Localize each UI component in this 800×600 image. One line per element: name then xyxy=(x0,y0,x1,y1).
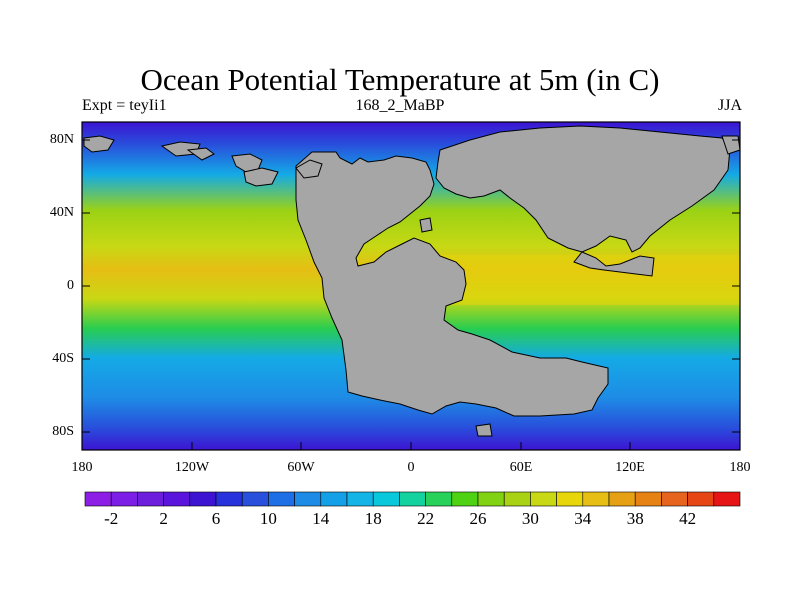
lon-ticks xyxy=(81,442,741,450)
colorbar-cell xyxy=(661,491,688,507)
colorbar-cell xyxy=(477,491,505,507)
lon-label: 60E xyxy=(509,460,533,475)
tethys-island xyxy=(419,217,433,233)
colorbar-cell xyxy=(137,491,164,507)
colorbar-cell xyxy=(451,491,479,507)
colorbar-label: 22 xyxy=(417,509,435,528)
colorbar-label: 26 xyxy=(469,509,487,528)
arctic-island-2 xyxy=(186,147,215,161)
colorbar-cell xyxy=(530,491,557,507)
colorbar-cell xyxy=(241,491,269,507)
colorbar-cell xyxy=(582,491,610,507)
laurasia-east-landmass xyxy=(435,125,731,253)
colorbar-cell xyxy=(84,491,112,507)
time-label: 168_2_MaBP xyxy=(355,97,445,114)
colorbar-label: 34 xyxy=(574,509,592,528)
colorbar-cell xyxy=(215,491,243,507)
land-group xyxy=(83,125,741,437)
lon-label: 60W xyxy=(287,460,315,475)
map-title: Ocean Potential Temperature at 5m (in C) xyxy=(140,62,660,97)
colorbar-cell xyxy=(503,491,531,507)
lon-label: 120W xyxy=(174,460,210,475)
colorbar xyxy=(84,491,741,507)
colorbar-cell xyxy=(687,491,715,507)
pangaea-west-landmass xyxy=(295,151,609,417)
season-label: JJA xyxy=(717,97,742,114)
lat-ticks xyxy=(82,139,740,433)
asia-peninsula xyxy=(573,251,655,277)
lat-label: 80S xyxy=(52,424,74,439)
lat-label: 0 xyxy=(67,278,74,293)
colorbar-label: -2 xyxy=(104,509,119,528)
colorbar-label: 42 xyxy=(679,509,697,528)
north-america-island-2 xyxy=(243,167,279,187)
colorbar-label: 10 xyxy=(259,509,277,528)
north-america-island-3 xyxy=(295,159,323,179)
colorbar-cell xyxy=(713,491,741,507)
lat-label: 80N xyxy=(49,132,74,147)
lat-label: 40N xyxy=(49,205,74,220)
colorbar-cell xyxy=(556,491,584,507)
colorbar-cell xyxy=(372,491,400,507)
south-pole-islet xyxy=(475,423,493,437)
experiment-label: Expt = teyIi1 xyxy=(82,97,167,114)
lon-label: 180 xyxy=(71,460,93,475)
colorbar-cell xyxy=(425,491,453,507)
colorbar-cell xyxy=(110,491,138,507)
colorbar-cell xyxy=(268,491,295,507)
colorbar-cell xyxy=(346,491,374,507)
colorbar-cell xyxy=(294,491,322,507)
colorbar-label: 18 xyxy=(364,509,382,528)
lon-label: 180 xyxy=(729,460,751,475)
colorbar-label: 38 xyxy=(626,509,644,528)
lon-label: 120E xyxy=(615,460,645,475)
colorbar-cell xyxy=(608,491,636,507)
colorbar-label: 30 xyxy=(521,509,539,528)
colorbar-cell xyxy=(634,491,662,507)
colorbar-cell xyxy=(163,491,191,507)
colorbar-cell xyxy=(189,491,217,507)
lon-label: 0 xyxy=(407,460,415,475)
colorbar-label: 14 xyxy=(312,509,330,528)
lat-label: 40S xyxy=(52,351,74,366)
colorbar-label: 6 xyxy=(211,509,221,528)
colorbar-cell xyxy=(320,491,348,507)
colorbar-label: 2 xyxy=(159,509,168,528)
arctic-island-west xyxy=(83,135,115,153)
colorbar-cell xyxy=(399,491,426,507)
